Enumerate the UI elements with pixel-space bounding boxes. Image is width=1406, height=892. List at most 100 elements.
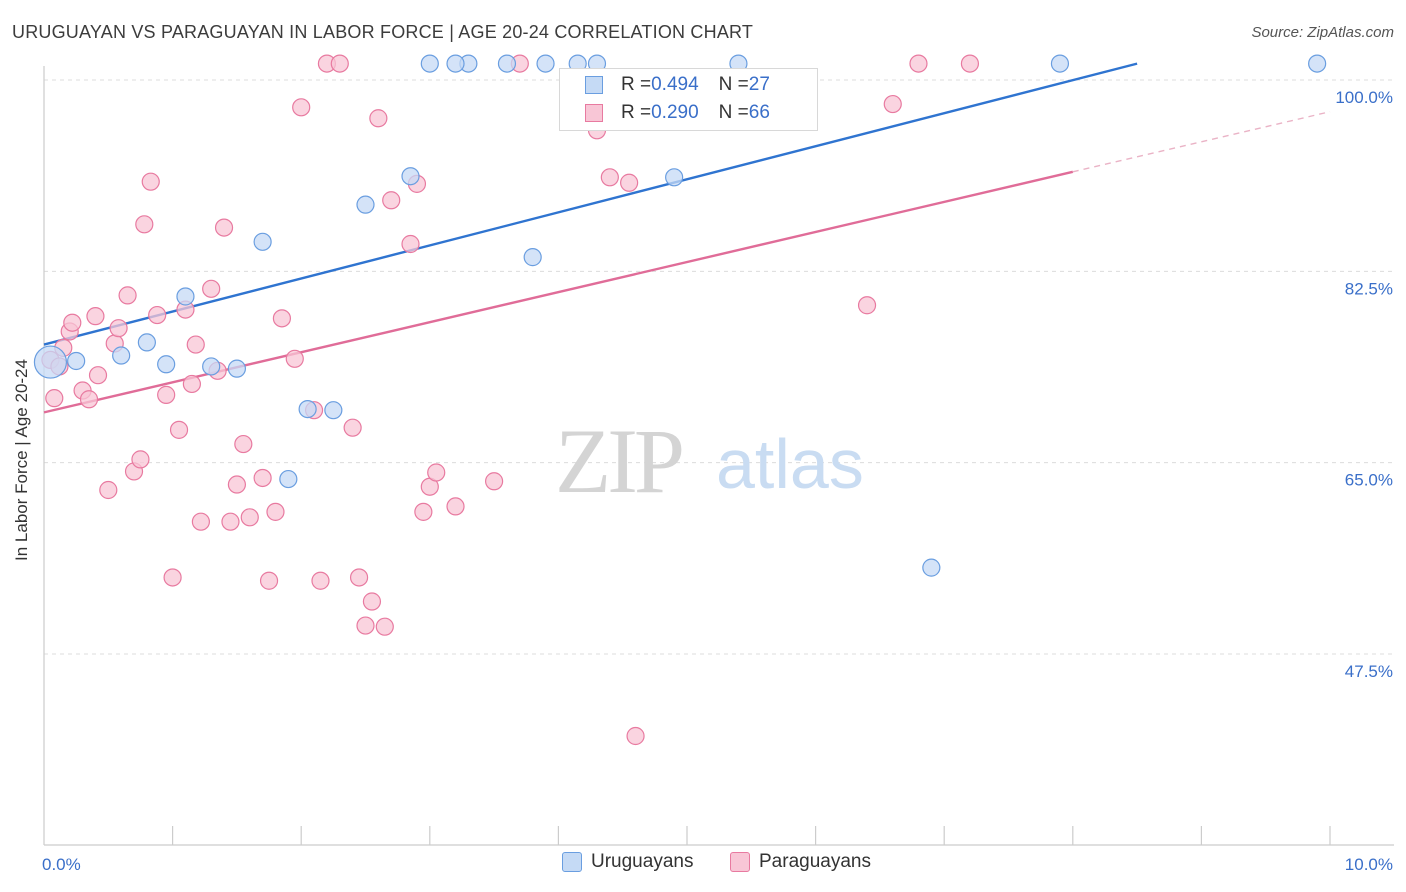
legend-swatch-paraguayans — [585, 104, 603, 122]
bottom-legend-label-uruguayans: Uruguayans — [591, 851, 694, 872]
watermark: ZIP atlas — [555, 410, 864, 512]
watermark-zip: ZIP — [555, 410, 682, 512]
paraguayan-point-28 — [214, 218, 234, 237]
paraguayan-point-36 — [272, 309, 292, 328]
bottom-legend-swatch-uruguayans — [562, 852, 582, 872]
bottom-legend-uruguayans[interactable]: Uruguayans — [562, 851, 693, 873]
paraguayan-point-45 — [356, 616, 375, 635]
paraguayan-point-64 — [909, 54, 928, 73]
uruguayan-point-24 — [922, 558, 941, 577]
paraguayan-point-1 — [45, 389, 64, 408]
uruguayan-point-8 — [253, 232, 272, 251]
x-tick-label-1: 10.0% — [1345, 855, 1393, 874]
paraguayan-point-17 — [141, 172, 160, 191]
watermark-atlas: atlas — [716, 425, 864, 503]
x-tick-labels: 0.0% 10.0% — [42, 855, 1393, 874]
uruguayan-point-10 — [324, 401, 343, 420]
paraguayan-point-63 — [883, 94, 902, 114]
uruguayan-point-7 — [227, 359, 246, 378]
paraguayan-point-15 — [131, 450, 150, 469]
paraguayan-point-47 — [369, 109, 388, 128]
paraguayan-point-31 — [234, 434, 253, 454]
legend-row-uruguayans: R = 0.494 N = 27 — [585, 73, 770, 97]
paraguayan-point-18 — [148, 305, 167, 325]
chart-source: Source: ZipAtlas.com — [1251, 24, 1394, 41]
uruguayan-point-6 — [202, 357, 221, 376]
legend-box: R = 0.494 N = 27 R = 0.290 N = 66 — [559, 68, 818, 131]
chart-title: URUGUAYAN VS PARAGUAYAN IN LABOR FORCE |… — [12, 22, 754, 42]
paraguayan-point-46 — [362, 592, 382, 611]
paraguayan-point-29 — [221, 512, 240, 531]
paraguayan-point-50 — [401, 234, 420, 254]
paraguayan-point-20 — [163, 568, 182, 587]
paraguayan-point-60 — [620, 173, 639, 192]
paraguayan-point-62 — [857, 296, 877, 315]
paraguayan-trend-line — [43, 170, 1074, 414]
uruguayan-point-19 — [523, 248, 542, 267]
paraguayan-point-43 — [343, 418, 362, 437]
paraguayan-point-37 — [285, 349, 304, 368]
paraguayan-point-59 — [600, 168, 619, 187]
uruguayan-trend-line — [43, 62, 1138, 346]
uruguayan-point-0 — [33, 345, 68, 379]
paraguayan-point-7 — [79, 390, 99, 409]
x-tick-label-0: 0.0% — [42, 855, 81, 874]
legend-swatch-uruguayans — [585, 76, 603, 94]
paraguayan-point-34 — [259, 571, 279, 590]
legend-r-label: R = — [621, 74, 652, 95]
paraguayan-point-16 — [135, 215, 154, 234]
paraguayan-point-30 — [227, 475, 246, 494]
uruguayan-point-17 — [497, 54, 517, 73]
paraguayan-point-23 — [182, 374, 201, 394]
uruguayan-point-14 — [420, 54, 439, 73]
paraguayan-point-21 — [169, 420, 189, 439]
paraguayan-point-42 — [330, 54, 349, 73]
paraguayan-point-8 — [86, 307, 105, 326]
legend-r-value: 0.494 — [651, 74, 699, 95]
paraguayan-point-33 — [253, 468, 272, 488]
paraguayan-point-13 — [118, 286, 137, 305]
uruguayan-point-9 — [298, 399, 317, 419]
uruguayan-point-13 — [401, 167, 420, 186]
axes — [43, 66, 1394, 846]
uruguayan-point-5 — [176, 287, 195, 306]
bottom-legend-paraguayans[interactable]: Paraguayans — [730, 851, 871, 873]
paraguayan-point-40 — [311, 571, 330, 590]
legend-n-label: N = — [718, 74, 749, 95]
y-tick-labels: 100.0% 82.5% 65.0% 47.5% — [1335, 88, 1393, 681]
bottom-legend-swatch-paraguayans — [730, 852, 750, 872]
y-tick-label-3: 47.5% — [1345, 662, 1393, 681]
uruguayan-point-26 — [1308, 54, 1327, 73]
paraguayan-point-5 — [63, 313, 82, 332]
paraguayan-point-56 — [485, 472, 504, 491]
data-points — [33, 54, 1327, 746]
uruguayan-point-22 — [665, 168, 684, 187]
paraguayan-point-52 — [414, 502, 433, 521]
bottom-legend: Uruguayans Paraguayans — [0, 851, 1406, 879]
legend-r-value: 0.290 — [651, 102, 699, 123]
paraguayan-point-9 — [88, 366, 108, 385]
uruguayan-point-16 — [446, 54, 465, 73]
uruguayan-point-3 — [137, 333, 156, 352]
paraguayan-point-48 — [375, 617, 394, 636]
paraguayan-point-32 — [240, 508, 259, 527]
legend-r-label: R = — [621, 102, 652, 123]
y-tick-label-0: 100.0% — [1335, 88, 1393, 107]
gridlines — [44, 79, 1394, 655]
uruguayan-point-18 — [536, 54, 555, 73]
paraguayan-point-55 — [446, 497, 465, 516]
paraguayan-point-65 — [960, 54, 980, 73]
uruguayan-point-4 — [157, 355, 176, 374]
y-tick-label-2: 65.0% — [1345, 471, 1393, 490]
uruguayan-point-25 — [1050, 54, 1070, 73]
y-axis-label: In Labor Force | Age 20-24 — [12, 359, 31, 561]
uruguayan-point-12 — [356, 195, 375, 214]
y-tick-label-1: 82.5% — [1345, 279, 1393, 298]
legend-n-label: N = — [718, 102, 749, 123]
legend-n-value: 66 — [748, 102, 770, 123]
paraguayan-point-19 — [157, 385, 176, 404]
paraguayan-point-49 — [382, 191, 401, 210]
paraguayan-point-38 — [292, 98, 311, 117]
paraguayan-trend-extension — [1072, 111, 1331, 173]
